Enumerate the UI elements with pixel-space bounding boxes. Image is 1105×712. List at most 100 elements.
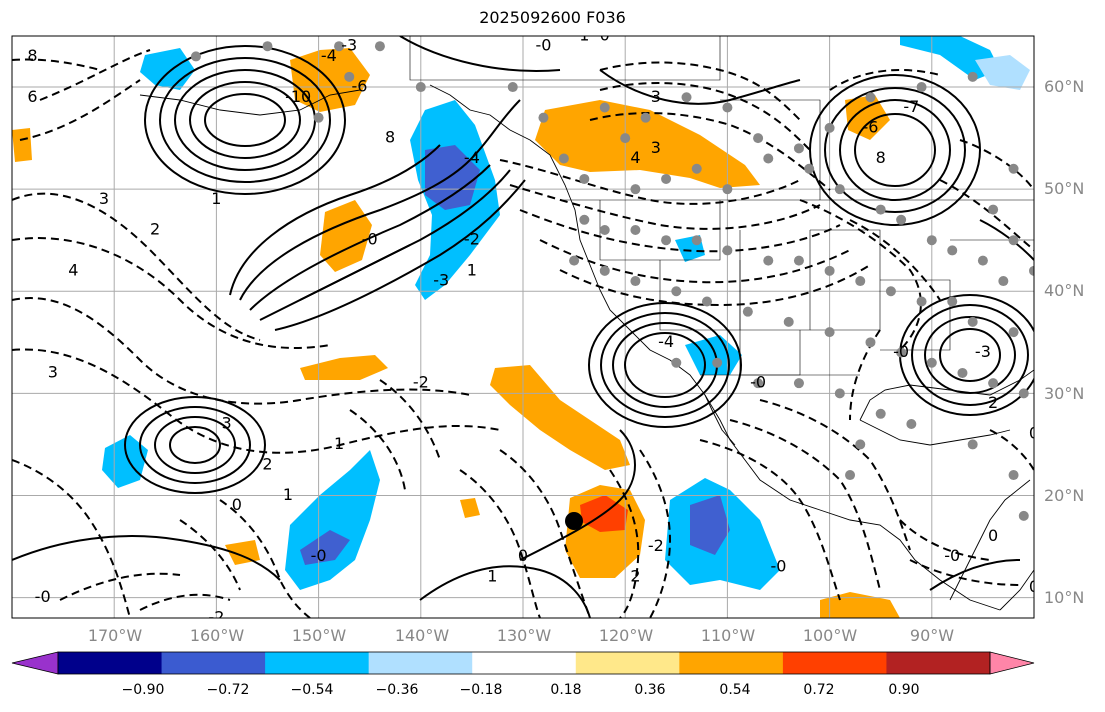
lon-label-140w: 140°W bbox=[394, 626, 450, 645]
lat-label-60: 60°N bbox=[1044, 77, 1085, 96]
contour-label: -6 bbox=[863, 117, 879, 136]
station-dot bbox=[599, 225, 610, 235]
station-dot bbox=[855, 439, 866, 450]
station-dot bbox=[967, 316, 978, 327]
contour-label: 2 bbox=[630, 567, 640, 586]
contour-label: -2 bbox=[464, 230, 480, 249]
colorbar-segment bbox=[368, 652, 473, 674]
station-dot bbox=[701, 296, 712, 307]
solid-contours bbox=[12, 36, 1034, 618]
blue-core-mexico bbox=[690, 495, 730, 555]
contour-label: -4 bbox=[321, 46, 337, 65]
lon-label-150w: 150°W bbox=[291, 626, 347, 645]
station-dot bbox=[824, 122, 835, 133]
station-dot bbox=[1018, 388, 1029, 399]
contour-label: -0 bbox=[944, 546, 960, 565]
station-dot bbox=[640, 112, 651, 123]
station-dot bbox=[763, 255, 774, 266]
station-dot bbox=[926, 235, 937, 246]
station-dot bbox=[875, 204, 886, 215]
contour-label: 0 bbox=[988, 526, 998, 545]
lat-label-20: 20°N bbox=[1044, 486, 1085, 505]
station-dot bbox=[415, 82, 426, 93]
colorbar-segment bbox=[782, 652, 887, 674]
station-dot bbox=[926, 357, 937, 368]
contour-label: 0 bbox=[1029, 424, 1039, 443]
station-dot bbox=[344, 71, 355, 82]
contour-label: -0 bbox=[750, 373, 766, 392]
contour-label: 6 bbox=[27, 87, 37, 106]
station-dot bbox=[988, 204, 999, 215]
blue-area-subtropical-west bbox=[285, 450, 380, 590]
map-frame bbox=[11, 35, 1035, 619]
contour-label: 1 bbox=[283, 485, 293, 504]
lon-label-160w: 160°W bbox=[189, 626, 245, 645]
contour-label: 3 bbox=[222, 414, 232, 433]
blue-area-baja bbox=[685, 335, 742, 375]
station-dot bbox=[957, 367, 968, 378]
contour-label: -2 bbox=[413, 373, 429, 392]
station-dot bbox=[793, 143, 804, 154]
colorbar-segment bbox=[472, 652, 577, 674]
colorbar-label-n018: −0.18 bbox=[459, 682, 503, 698]
contour-label: 3 bbox=[651, 138, 661, 157]
lon-label-120w: 120°W bbox=[598, 626, 654, 645]
contour-label: 0 bbox=[600, 26, 610, 45]
colorbar-label-p054: 0.54 bbox=[719, 682, 751, 698]
station-dot bbox=[1008, 235, 1019, 246]
station-dot bbox=[712, 357, 723, 368]
contour-label: 2 bbox=[988, 393, 998, 412]
blue-core-subtropical-west bbox=[300, 530, 350, 565]
station-dot bbox=[579, 214, 590, 225]
station-dots bbox=[190, 41, 1034, 521]
station-dot bbox=[538, 112, 549, 123]
station-dot bbox=[753, 133, 764, 144]
contour-label: -6 bbox=[352, 77, 368, 96]
station-dot bbox=[579, 173, 590, 184]
storm-center-marker bbox=[565, 512, 583, 530]
station-dot bbox=[630, 184, 641, 195]
station-dot bbox=[722, 184, 733, 195]
station-dot bbox=[334, 41, 345, 52]
contour-label: 0 bbox=[232, 495, 242, 514]
contour-label: 1 bbox=[487, 567, 497, 586]
dashed-contours bbox=[12, 49, 1034, 618]
contour-label: 8 bbox=[876, 148, 886, 167]
contour-label: 3 bbox=[651, 87, 661, 106]
station-dot bbox=[190, 51, 201, 62]
station-dot bbox=[507, 82, 518, 93]
contour-label: -0 bbox=[362, 230, 378, 249]
contour-label: 8 bbox=[27, 46, 37, 65]
blue-area-northeast bbox=[975, 55, 1030, 90]
station-dot bbox=[916, 296, 927, 307]
orange-area-subtropical bbox=[490, 365, 630, 470]
station-dot bbox=[1008, 470, 1019, 481]
colorbar-extend-low bbox=[11, 651, 59, 675]
station-dot bbox=[671, 357, 682, 368]
colorbar bbox=[11, 651, 1035, 675]
lat-label-50: 50°N bbox=[1044, 179, 1085, 198]
colorbar-segment bbox=[575, 652, 680, 674]
station-dot bbox=[947, 245, 958, 256]
orange-area-west-edge bbox=[12, 128, 32, 162]
station-dot bbox=[620, 133, 631, 144]
blue-area-alaska bbox=[140, 48, 195, 90]
graticule bbox=[12, 36, 1034, 618]
station-dot bbox=[569, 255, 580, 266]
contour-label: 1 bbox=[467, 260, 477, 279]
station-dot bbox=[1029, 265, 1034, 276]
orange-area-small bbox=[225, 540, 260, 565]
station-dot bbox=[998, 276, 1009, 287]
station-dot bbox=[691, 163, 702, 174]
station-dot bbox=[763, 153, 774, 164]
contour-label: 1 bbox=[211, 189, 221, 208]
lat-label-40: 40°N bbox=[1044, 281, 1085, 300]
contour-label: -10 bbox=[285, 87, 311, 106]
contour-label: 3 bbox=[99, 189, 109, 208]
contour-label: 0 bbox=[518, 546, 528, 565]
contour-label: -4 bbox=[658, 332, 674, 351]
station-dot bbox=[722, 245, 733, 256]
station-dot bbox=[865, 337, 876, 348]
